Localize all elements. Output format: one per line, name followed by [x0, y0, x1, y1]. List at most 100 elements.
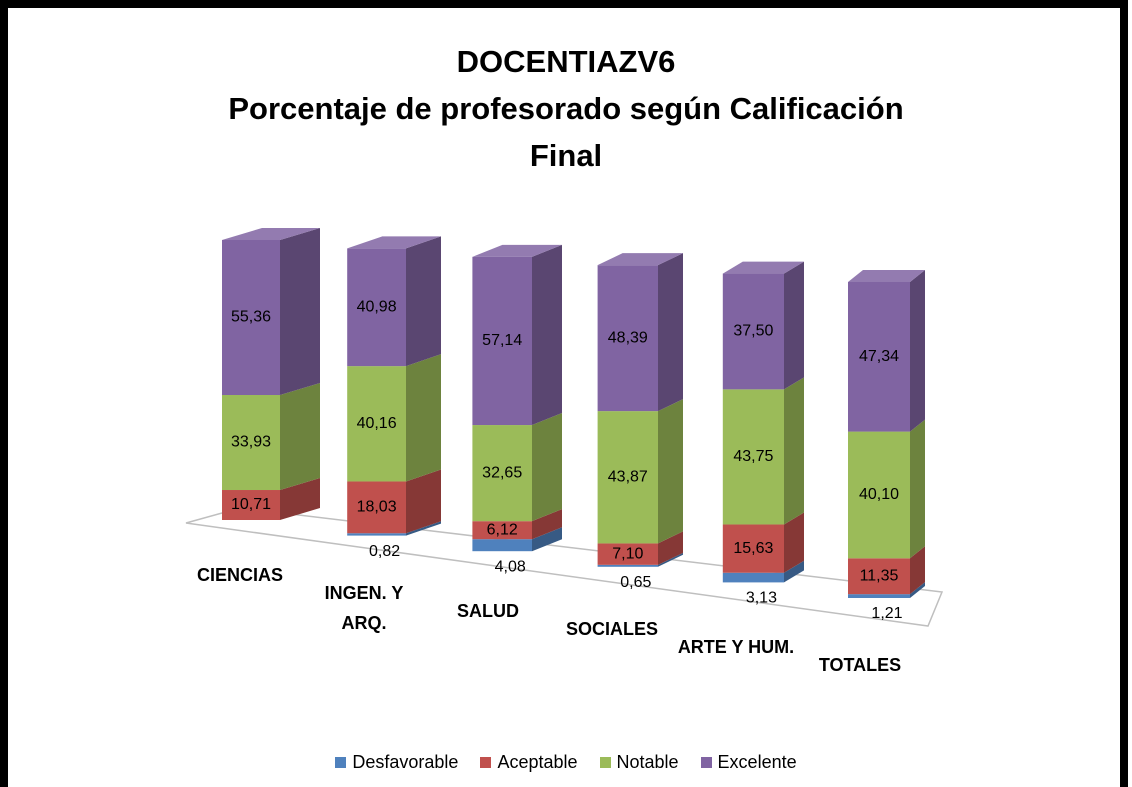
bar: [222, 240, 280, 396]
bar: [347, 481, 406, 534]
bar: [722, 389, 784, 525]
value-label: 7,10: [612, 545, 643, 562]
x-tick-label: SALUD: [457, 601, 519, 621]
bar-side: [910, 546, 925, 595]
value-label: 10,71: [231, 496, 271, 513]
bar: [722, 572, 784, 583]
bar: [472, 256, 532, 426]
bar-side: [658, 552, 683, 567]
legend-item: Excelente: [700, 752, 797, 773]
bar-side: [910, 419, 925, 559]
bar: [722, 273, 784, 390]
bar-side: [406, 354, 441, 482]
bar-side: [406, 469, 441, 534]
value-label: 48,39: [608, 329, 648, 346]
x-tick-label: ARTE Y HUM.: [677, 637, 795, 657]
x-tick-label: CIENCIAS: [196, 565, 283, 585]
bar-side: [658, 253, 683, 412]
title-block: DOCENTIAZV6 Porcentaje de profesorado se…: [0, 38, 1132, 179]
bar-side: [532, 509, 562, 540]
chart-title: Final: [529, 138, 603, 173]
bar: [848, 594, 910, 598]
value-label: 40,98: [357, 298, 397, 315]
bar-side: [910, 582, 925, 598]
value-label: 32,65: [482, 464, 522, 481]
bar: [472, 425, 532, 522]
bar-side: [280, 383, 320, 491]
value-label: 15,63: [733, 540, 773, 557]
value-label: 0,82: [369, 543, 400, 560]
bar-side: [784, 377, 804, 525]
legend-label: Aceptable: [497, 752, 578, 772]
legend-swatch: [599, 757, 611, 768]
bar-top: [472, 244, 562, 257]
legend-label: Desfavorable: [352, 752, 459, 772]
bar: [722, 524, 784, 573]
legend: Desfavorable Aceptable Notable Excelente: [0, 752, 1132, 773]
bar: [848, 282, 910, 432]
bar-side: [406, 521, 441, 536]
bar-side: [532, 413, 562, 522]
bar: [597, 265, 658, 412]
bar: [848, 431, 910, 559]
chart-title: Porcentaje de profesorado según Califica…: [228, 91, 904, 126]
value-label: 40,10: [859, 486, 899, 503]
bar: [597, 564, 658, 567]
bar-side: [658, 531, 683, 565]
bar: [347, 248, 406, 367]
value-label: 57,14: [482, 332, 522, 349]
bar-side: [280, 228, 320, 396]
chart-title: DOCENTIAZV6: [456, 44, 676, 79]
value-label: 37,50: [733, 323, 773, 340]
value-label: 18,03: [357, 499, 397, 516]
x-tick-label: TOTALES: [818, 655, 902, 675]
value-label: 55,36: [231, 309, 271, 326]
value-label: 43,75: [733, 448, 773, 465]
bar: [222, 490, 280, 520]
bar-side: [280, 478, 320, 520]
bar: [347, 533, 406, 536]
bar-top: [347, 236, 441, 249]
value-label: 6,12: [487, 521, 518, 538]
bar-top: [722, 261, 804, 274]
legend-swatch: [700, 757, 712, 768]
bar-side: [784, 512, 804, 573]
x-tick-label: INGEN. Y ARQ.: [324, 583, 404, 633]
legend-swatch: [335, 757, 347, 768]
bar-top: [848, 270, 925, 282]
bar-side: [910, 270, 925, 432]
bar-side: [784, 261, 804, 390]
bar-top: [222, 228, 320, 240]
value-label: 43,87: [608, 468, 648, 485]
bar-side: [784, 560, 804, 583]
value-label: 4,08: [495, 558, 526, 575]
bar: [472, 521, 532, 540]
legend-swatch: [480, 757, 492, 768]
bar: [597, 543, 658, 565]
bar-side: [532, 527, 562, 552]
bar: [597, 411, 658, 544]
legend-item: Notable: [599, 752, 679, 773]
legend-label: Excelente: [717, 752, 797, 772]
bar-side: [406, 236, 441, 367]
x-tick-label: SOCIALES: [565, 619, 658, 639]
value-label: 0,65: [620, 574, 651, 591]
value-label: 47,34: [859, 348, 899, 365]
value-label: 33,93: [231, 434, 271, 451]
legend-label: Notable: [616, 752, 679, 772]
value-label: 11,35: [860, 567, 899, 584]
bar: [222, 395, 280, 491]
bar-side: [532, 244, 562, 426]
bar: [472, 539, 532, 552]
legend-item: Desfavorable: [335, 752, 458, 773]
bar: [848, 558, 910, 595]
bar-top: [597, 253, 683, 266]
bar-side: [658, 399, 683, 544]
value-label: 1,21: [871, 605, 902, 622]
bar: [347, 366, 406, 482]
legend-item: Aceptable: [480, 752, 578, 773]
value-label: 40,16: [357, 415, 397, 432]
